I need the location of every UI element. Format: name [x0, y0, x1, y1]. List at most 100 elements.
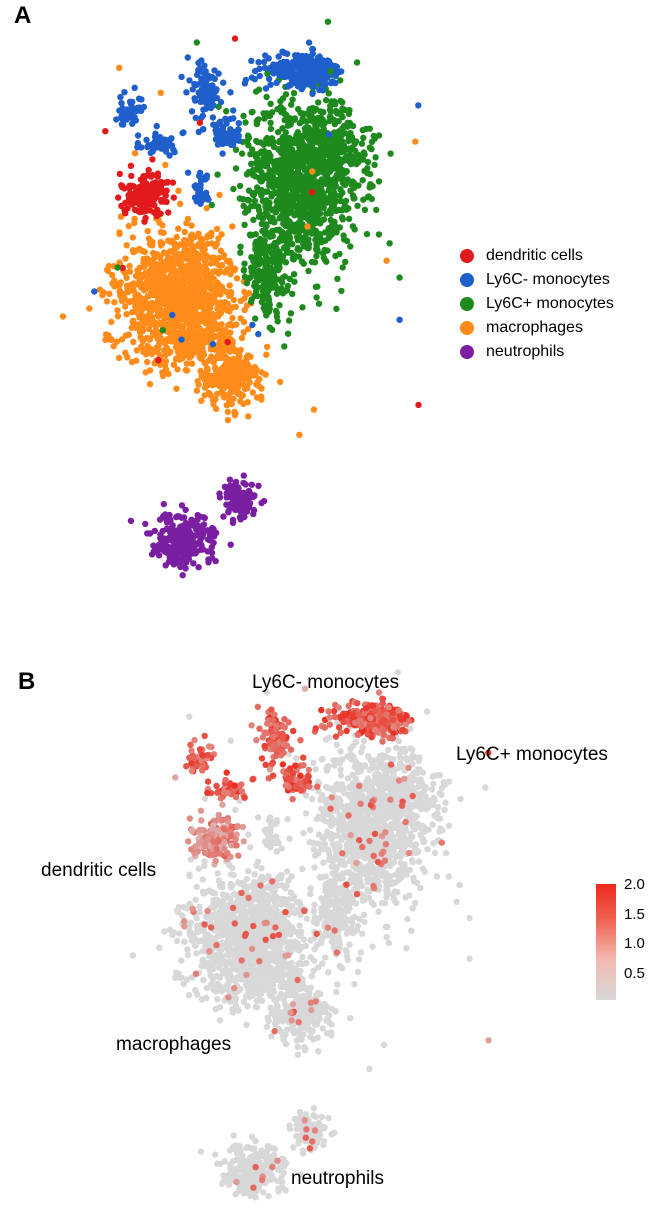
cell-point [116, 229, 123, 236]
cell-point [319, 216, 327, 223]
cell-point [158, 198, 165, 205]
cell-point [161, 136, 168, 143]
cell-point [234, 361, 242, 369]
cell-point [245, 275, 253, 282]
cell-point [213, 325, 221, 333]
cell-point [189, 266, 196, 273]
cell-point [226, 366, 234, 373]
cell-point [310, 78, 318, 86]
cell-point [147, 305, 154, 312]
cell-point [172, 268, 179, 276]
cell-point [159, 222, 166, 229]
cell-point [266, 112, 273, 120]
cell-point [283, 868, 291, 875]
cell-point [213, 368, 220, 375]
cell-point [332, 198, 339, 205]
cell-point [123, 116, 130, 123]
cell-point [273, 226, 280, 234]
cell-point [146, 207, 154, 214]
cell-point [237, 499, 244, 507]
cell-point [244, 207, 252, 214]
cell-point [259, 294, 267, 301]
cell-point [373, 206, 380, 214]
cell-point [200, 85, 207, 92]
cell-point [118, 121, 126, 128]
cell-point [241, 513, 248, 521]
cell-point [236, 137, 243, 144]
cell-point [161, 340, 169, 347]
cell-point [349, 122, 357, 130]
cell-point [192, 549, 199, 556]
cell-point [215, 950, 223, 957]
cell-point [245, 142, 252, 149]
cell-point [252, 151, 260, 158]
cell-point [145, 273, 152, 280]
cell-point [283, 189, 290, 197]
cell-point [256, 272, 264, 279]
cell-point [261, 272, 268, 279]
cell-point [118, 113, 125, 120]
cell-point [229, 358, 236, 365]
cell-point [156, 351, 163, 359]
cell-point [290, 271, 298, 278]
cell-point [289, 241, 296, 248]
cell-point [309, 46, 317, 53]
cell-point [315, 202, 322, 209]
cell-point [216, 1017, 224, 1024]
cell-point [202, 78, 210, 85]
cell-point [178, 73, 185, 81]
cell-point [227, 541, 234, 548]
cell-point [332, 193, 340, 200]
cell-point [252, 1003, 259, 1011]
cell-point [163, 295, 170, 302]
cell-point [281, 221, 289, 229]
cell-point [142, 286, 149, 293]
cell-point [164, 179, 171, 186]
cell-point [202, 189, 210, 196]
cell-point [214, 870, 221, 877]
cell-point [242, 76, 249, 84]
legend-item-ly6c-plus: Ly6C+ monocytes [460, 292, 614, 316]
cell-point [128, 172, 135, 180]
cell-point [201, 62, 208, 69]
cell-point [186, 871, 193, 878]
cell-point [325, 58, 333, 65]
cell-point [283, 111, 290, 119]
cell-point [262, 85, 270, 92]
cell-point [159, 300, 166, 308]
cell-point [320, 121, 327, 128]
cell-point [193, 304, 200, 311]
cell-point [118, 183, 126, 191]
cell-point [245, 325, 252, 333]
cell-point [188, 108, 196, 115]
cell-point [117, 93, 124, 101]
cell-point [232, 348, 239, 355]
cell-point [286, 275, 293, 282]
cell-point [387, 150, 394, 157]
cell-point [163, 187, 170, 194]
cell-point [173, 385, 180, 392]
cell-point [208, 377, 216, 384]
cell-point [375, 178, 383, 185]
cell-point [288, 153, 295, 160]
cell-point [199, 68, 207, 76]
cell-point [144, 143, 151, 151]
cell-point [232, 503, 239, 510]
cell-point [297, 215, 304, 222]
cell-point [199, 876, 206, 883]
cell-point [219, 368, 227, 376]
cell-point [371, 161, 378, 169]
cell-point [122, 303, 129, 310]
cell-point [191, 308, 198, 316]
cell-point [255, 86, 263, 93]
cell-point [320, 129, 327, 137]
cell-point [133, 347, 141, 354]
cell-point [231, 959, 238, 967]
cell-point [264, 288, 271, 296]
cell-point [126, 182, 133, 189]
cell-point [134, 192, 141, 199]
cell-point [263, 351, 270, 358]
cell-point [196, 191, 203, 198]
cell-point [136, 245, 143, 253]
cell-point [175, 225, 182, 232]
